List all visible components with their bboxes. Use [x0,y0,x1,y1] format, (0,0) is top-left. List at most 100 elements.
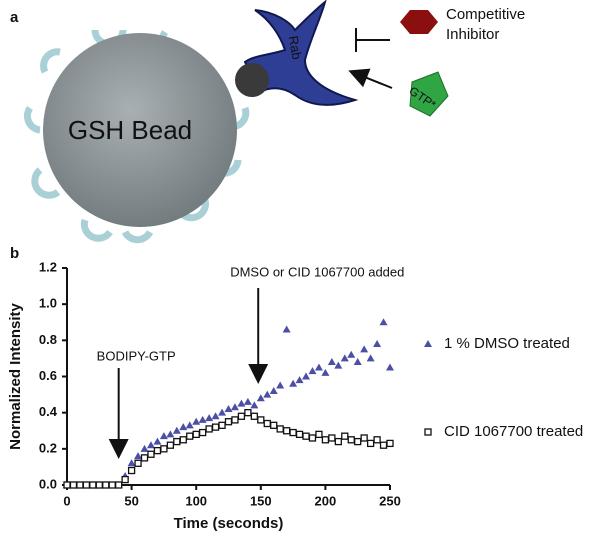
data-point [263,419,271,428]
bead-label: GSH Bead [68,115,192,145]
y-tick-label: 0.8 [39,332,57,347]
panel-label: b [10,245,19,262]
data-point [289,379,298,387]
data-point [76,481,84,489]
panel-label: a [10,9,19,26]
x-tick-label: 0 [63,493,70,508]
data-point [153,446,162,455]
data-point [256,394,265,402]
binding-arrow [348,68,393,89]
data-point [173,437,181,446]
data-point [373,436,381,444]
data-point [179,436,187,444]
y-tick-label: 0.0 [39,476,57,491]
data-point [314,363,323,371]
data-point [295,376,304,384]
data-point [230,403,239,411]
legend-label: 1 % DMSO treated [444,335,570,352]
legend-label: CID 1067700 treated [444,423,583,440]
x-tick-label: 250 [379,493,401,508]
data-point [224,405,233,413]
data-point [321,436,330,444]
data-point [379,318,388,326]
data-point [108,481,116,489]
data-point [334,437,342,446]
data-point [205,414,214,422]
data-point [231,416,239,424]
data-point [153,437,162,445]
data-point [134,459,142,467]
data-point [102,481,110,489]
x-tick-label: 150 [250,493,272,508]
data-point [185,421,194,429]
data-point [198,415,207,423]
data-point [95,481,103,489]
y-tick-label: 1.0 [39,296,57,311]
data-point [360,434,368,442]
data-point [237,399,246,407]
data-point [321,368,330,376]
data-point [250,401,259,409]
x-tick-label: 50 [124,493,138,508]
data-point [63,481,71,489]
inhibit-symbol [355,28,390,52]
data-point [373,339,382,347]
data-point [244,409,252,417]
data-point [360,345,369,353]
data-point [69,481,78,489]
data-point [282,325,291,333]
data-point [276,381,285,389]
data-point [308,434,317,442]
data-point [179,423,188,431]
data-point [121,475,129,484]
data-point [172,426,181,434]
data-point [166,441,175,449]
data-point [159,432,168,440]
data-point [263,390,272,398]
data-point [82,481,91,489]
data-point [270,421,278,429]
y-tick-label: 0.4 [39,404,58,419]
inhibitor-shape [400,10,438,34]
data-point [218,421,226,429]
data-point [328,434,336,442]
data-point [134,452,143,460]
inhibitor-label: Competitive [446,6,525,23]
y-axis-title: Normalized Intensity [7,302,24,449]
legend-marker [424,428,432,436]
data-point [347,350,356,358]
data-point [192,417,201,425]
rab-protein [243,0,359,106]
data-point [199,428,207,437]
y-tick-label: 1.2 [39,259,57,274]
data-point [386,363,394,371]
data-point [211,412,220,420]
data-point [243,397,252,405]
data-point [115,481,123,489]
data-point [237,412,246,420]
data-point [354,437,362,446]
data-point [218,408,227,416]
data-point [308,367,317,375]
data-point [347,436,355,444]
inhibitor-label: Inhibitor [446,26,499,43]
data-point [282,427,291,435]
x-tick-label: 200 [315,493,337,508]
x-axis-title: Time (seconds) [174,515,284,532]
data-point [250,412,258,420]
data-point [257,416,265,424]
data-point [211,423,220,431]
data-point [127,459,136,467]
data-point [160,445,168,453]
data-point [140,454,149,462]
y-tick-label: 0.6 [39,368,57,383]
y-tick-label: 0.2 [39,440,57,455]
data-point [334,361,343,369]
data-point [269,386,278,394]
annotation-label: BODIPY-GTP [97,348,176,363]
gst-tag [235,63,269,97]
protein-label: Rab [286,35,305,61]
data-point [327,358,336,366]
data-point [341,432,349,440]
data-point [224,418,233,426]
